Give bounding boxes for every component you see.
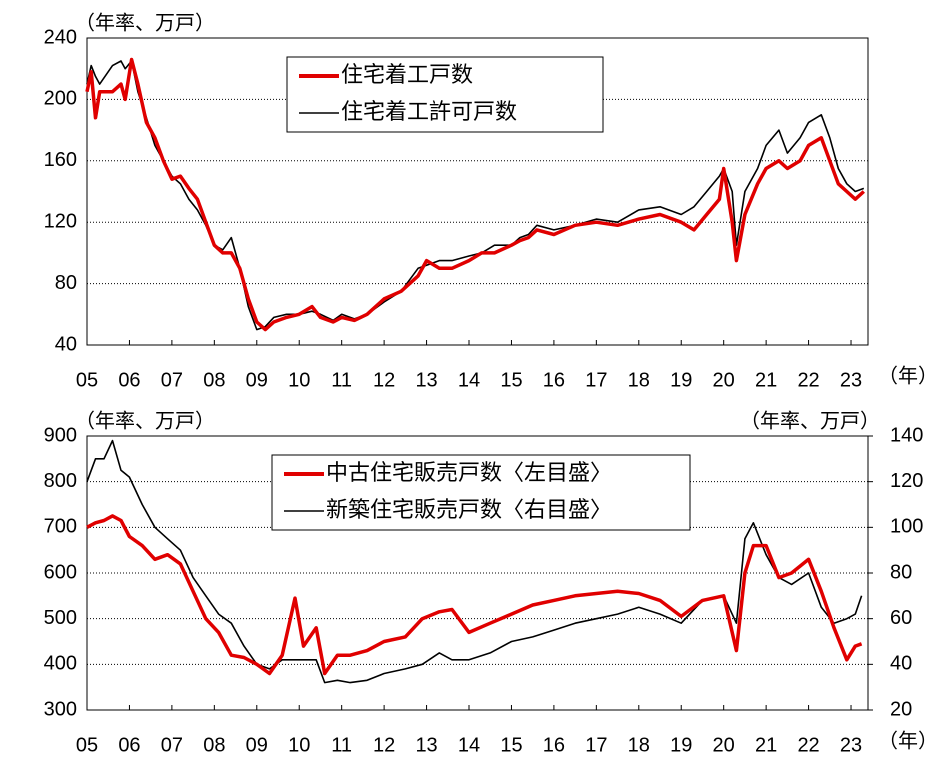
x-tick-label: 17 — [585, 734, 607, 753]
legend-label: 中古住宅販売戸数〈左目盛〉 — [326, 460, 612, 485]
x-tick-label: 07 — [161, 369, 183, 391]
x-tick-label: 05 — [76, 369, 98, 391]
x-tick-label: 06 — [118, 734, 140, 753]
legend-box — [286, 56, 604, 133]
legend-box — [271, 454, 691, 531]
x-tick-label: 09 — [246, 734, 268, 753]
y-tick-label: 80 — [55, 272, 77, 294]
x-tick-label: 10 — [288, 734, 310, 753]
x-tick-label: 11 — [331, 369, 352, 391]
x-tick-label: 21 — [755, 734, 777, 753]
y2-tick-label: 80 — [890, 561, 912, 583]
x-tick-label: 15 — [500, 369, 522, 391]
x-tick-label: 14 — [458, 734, 480, 753]
legend-label: 住宅着工許可戸数 — [341, 99, 517, 124]
y-tick-label: 800 — [44, 470, 77, 492]
x-tick-label: 20 — [713, 369, 735, 391]
x-tick-label: 16 — [543, 734, 565, 753]
series-line — [86, 439, 863, 684]
y2-tick-label: 40 — [890, 653, 912, 675]
x-tick-label: 13 — [415, 734, 437, 753]
y2-tick-label: 100 — [890, 516, 923, 538]
x-tick-label: 23 — [840, 734, 862, 753]
x-tick-label: 13 — [415, 369, 437, 391]
x-tick-label: 17 — [585, 369, 607, 391]
legend-label: 住宅着工戸数 — [341, 62, 473, 87]
y-tick-label: 700 — [44, 516, 77, 538]
x-tick-label: 19 — [670, 734, 692, 753]
y-axis-label: （年率、万戸） — [75, 11, 215, 34]
y2-tick-label: 20 — [890, 698, 912, 720]
x-tick-label: 12 — [373, 734, 395, 753]
x-tick-label: 15 — [500, 734, 522, 753]
x-tick-label: 10 — [288, 369, 310, 391]
x-tick-label: 05 — [76, 734, 98, 753]
plot-frame — [86, 37, 869, 346]
x-tick-label: 16 — [543, 369, 565, 391]
x-tick-label: 18 — [628, 734, 650, 753]
x-tick-label: 21 — [755, 369, 777, 391]
y-tick-label: 600 — [44, 561, 77, 583]
y-tick-label: 500 — [44, 607, 77, 629]
x-tick-label: 06 — [118, 369, 140, 391]
x-tick-label: 18 — [628, 369, 650, 391]
x-tick-label: 07 — [161, 734, 183, 753]
plot-frame — [86, 435, 869, 711]
y-tick-label: 240 — [44, 26, 77, 48]
y-tick-label: 40 — [55, 333, 77, 355]
x-tick-label: 14 — [458, 369, 480, 391]
y-tick-label: 400 — [44, 653, 77, 675]
x-tick-label: 19 — [670, 369, 692, 391]
x-tick-label: 11 — [331, 734, 352, 753]
legend-label: 新築住宅販売戸数〈右目盛〉 — [326, 497, 612, 522]
y-tick-label: 120 — [44, 210, 77, 232]
y2-tick-label: 140 — [890, 424, 923, 446]
x-axis-label: （年） — [878, 364, 938, 387]
y-tick-label: 160 — [44, 149, 77, 171]
x-tick-label: 08 — [203, 734, 225, 753]
y-tick-label: 200 — [44, 88, 77, 110]
series-line — [86, 514, 863, 676]
y2-tick-label: 60 — [890, 607, 912, 629]
y2-axis-label: （年率、万戸） — [740, 409, 880, 432]
x-tick-label: 22 — [797, 734, 819, 753]
x-tick-label: 09 — [246, 369, 268, 391]
y2-tick-label: 120 — [890, 470, 923, 492]
y-axis-label: （年率、万戸） — [75, 409, 215, 432]
x-tick-label: 12 — [373, 369, 395, 391]
x-axis-label: （年） — [878, 729, 938, 752]
y-tick-label: 300 — [44, 698, 77, 720]
series-line — [85, 57, 865, 332]
x-tick-label: 23 — [840, 369, 862, 391]
x-tick-label: 20 — [713, 734, 735, 753]
x-tick-label: 08 — [203, 369, 225, 391]
x-tick-label: 22 — [797, 369, 819, 391]
y-tick-label: 900 — [44, 424, 77, 446]
